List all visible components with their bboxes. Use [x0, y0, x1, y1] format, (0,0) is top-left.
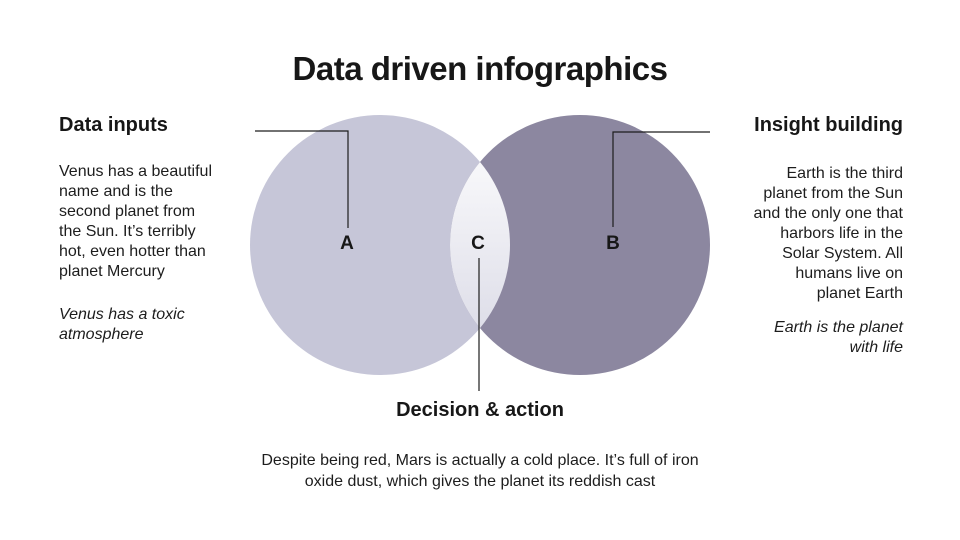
section-insight-building: Insight building Earth is the third plan…	[693, 114, 903, 358]
data-inputs-heading: Data inputs	[59, 114, 168, 136]
section-decision-action: Decision & action Despite being red, Mar…	[0, 399, 960, 492]
connector-line-insight-building	[612, 131, 710, 227]
insight-building-body: Earth is the third planet from the Sun a…	[753, 165, 903, 302]
venn-label-a: A	[340, 233, 354, 254]
connector-line-data-inputs	[255, 130, 349, 228]
insight-building-note: Earth is the planet with life	[774, 319, 903, 356]
data-inputs-body: Venus has a beautiful name and is the se…	[59, 163, 213, 280]
decision-action-body: Despite being red, Mars is actually a co…	[261, 452, 699, 490]
decision-action-heading: Decision & action	[396, 399, 564, 421]
venn-label-b: B	[606, 233, 620, 254]
venn-label-c: C	[471, 233, 485, 254]
venn-circle-b	[450, 115, 710, 375]
section-data-inputs: Data inputs Venus has a beautiful name a…	[59, 114, 243, 345]
insight-building-heading: Insight building	[754, 114, 903, 136]
venn-circle-a	[250, 115, 510, 375]
page-title: Data driven infographics	[292, 50, 668, 87]
data-inputs-note: Venus has a toxic atmosphere	[59, 306, 185, 343]
